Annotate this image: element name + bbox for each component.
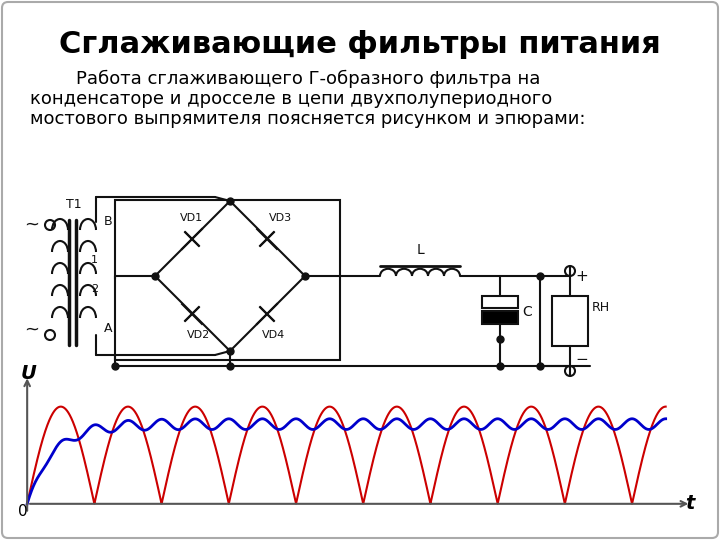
Text: мостового выпрямителя поясняется рисунком и эпюрами:: мостового выпрямителя поясняется рисунко…: [30, 110, 585, 128]
Text: VD2: VD2: [187, 330, 210, 340]
Text: VD1: VD1: [180, 213, 203, 223]
Bar: [482, 311, 518, 324]
Text: A: A: [104, 322, 112, 335]
Text: 1: 1: [91, 255, 98, 265]
Text: Работа сглаживающего Г-образного фильтра на: Работа сглаживающего Г-образного фильтра…: [30, 70, 541, 88]
Text: ~: ~: [24, 321, 40, 339]
Text: −: −: [575, 352, 588, 367]
Text: 2: 2: [91, 284, 98, 294]
Text: VD4: VD4: [262, 330, 285, 340]
Text: 0: 0: [17, 504, 27, 519]
Bar: [482, 296, 518, 308]
Text: T1: T1: [66, 198, 82, 211]
Text: t: t: [685, 494, 694, 512]
Text: Сглаживающие фильтры питания: Сглаживающие фильтры питания: [59, 30, 661, 59]
Text: VD3: VD3: [269, 213, 292, 223]
Text: +: +: [575, 269, 588, 284]
Bar: [552, 296, 588, 346]
Text: C: C: [522, 305, 532, 319]
Text: U: U: [21, 364, 37, 383]
Bar: [115, 200, 340, 360]
Text: ~: ~: [24, 216, 40, 234]
Text: RH: RH: [592, 301, 610, 314]
Text: L: L: [416, 243, 424, 257]
Text: конденсаторе и дросселе в цепи двухполупериодного: конденсаторе и дросселе в цепи двухполуп…: [30, 90, 552, 108]
Text: B: B: [104, 215, 112, 228]
